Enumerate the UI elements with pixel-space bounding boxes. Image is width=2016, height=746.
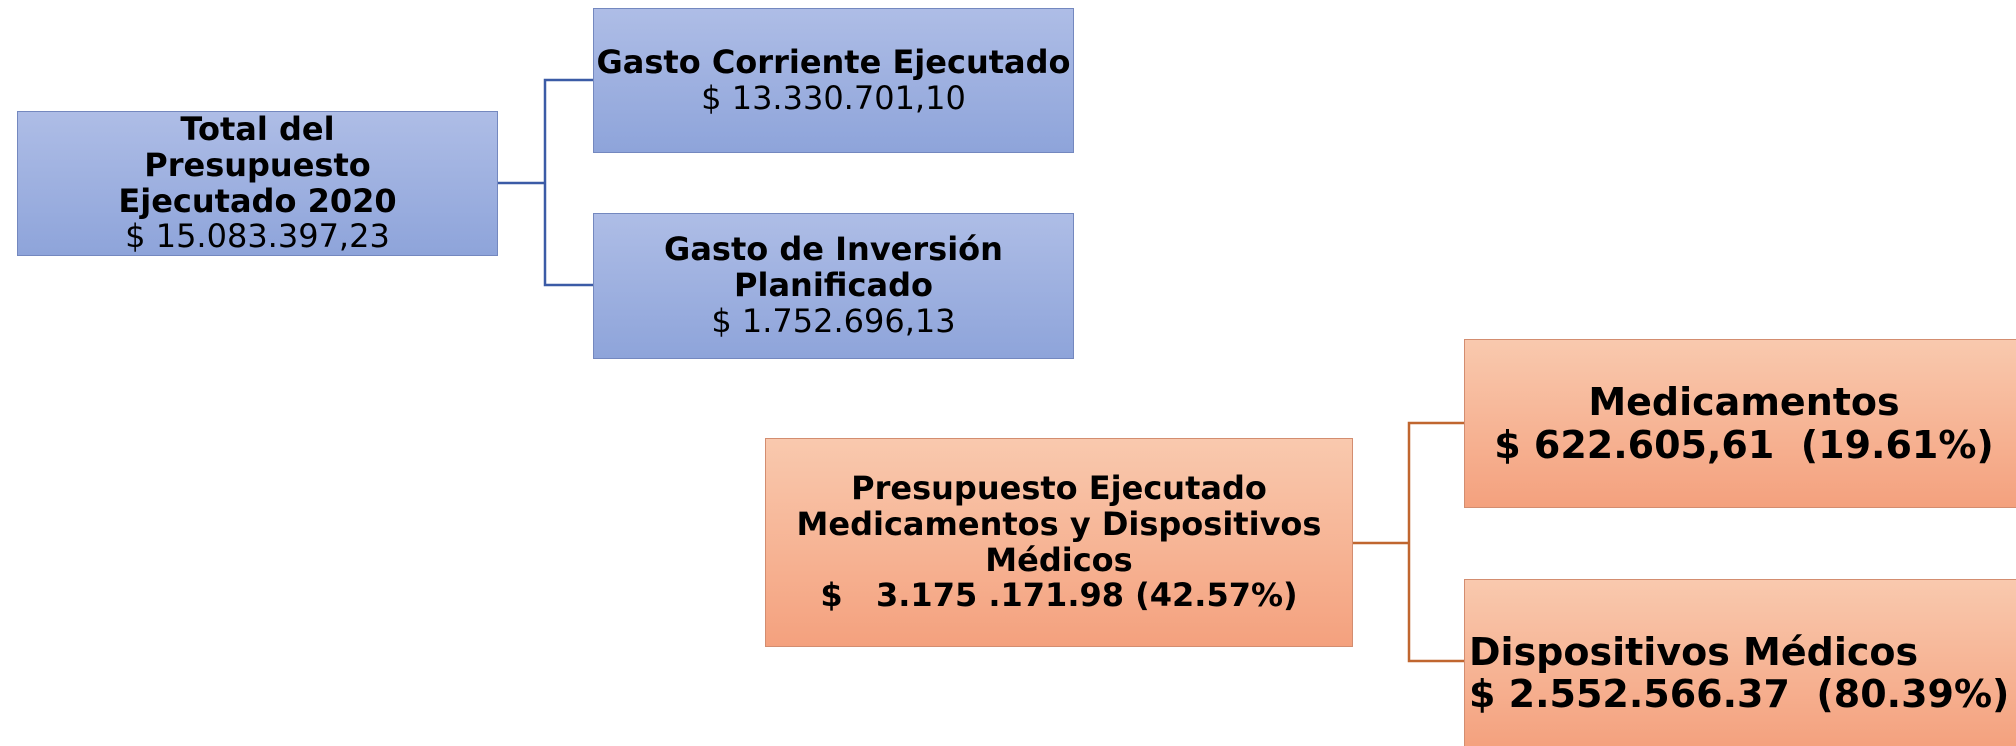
- node: Dispositivos Médicos $ 2.552.566.37 (80.…: [1464, 579, 2016, 746]
- node-value: $ 2.552.566.37 (80.39%): [1469, 672, 2010, 717]
- node: Gasto Corriente Ejecutado $ 13.330.701,1…: [593, 8, 1074, 153]
- node-value: $ 622.605,61 (19.61%): [1494, 422, 1994, 467]
- connector: [1407, 421, 1464, 663]
- node-title: Gasto Corriente Ejecutado: [596, 42, 1071, 81]
- node: Medicamentos $ 622.605,61 (19.61%): [1464, 339, 2016, 508]
- node-value: $ 1.752.696,13: [711, 301, 956, 340]
- node-value: $ 15.083.397,23: [125, 217, 390, 256]
- connector: [543, 78, 593, 287]
- node-title: Dispositivos Médicos: [1469, 629, 1919, 674]
- node-title: Presupuesto Ejecutado Medicamentos y Dis…: [796, 468, 1322, 579]
- node-title: Medicamentos: [1588, 379, 1900, 424]
- node: Presupuesto Ejecutado Medicamentos y Dis…: [765, 438, 1353, 647]
- node: Total del Presupuesto Ejecutado 2020 $ 1…: [17, 111, 498, 256]
- node-title: Gasto de Inversión Planificado: [664, 230, 1003, 305]
- node-value: $ 13.330.701,10: [701, 78, 966, 117]
- node-value: $ 3.175 .171.98 (42.57%): [820, 576, 1298, 615]
- node: Gasto de Inversión Planificado $ 1.752.6…: [593, 213, 1074, 359]
- node-title: Total del Presupuesto Ejecutado 2020: [118, 109, 397, 220]
